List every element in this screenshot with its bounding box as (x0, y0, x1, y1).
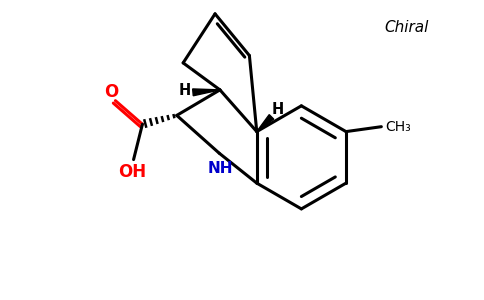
Polygon shape (193, 89, 220, 96)
Text: O: O (105, 83, 119, 101)
Polygon shape (257, 115, 274, 132)
Text: NH: NH (208, 161, 233, 176)
Text: OH: OH (119, 163, 147, 181)
Text: H: H (271, 102, 284, 117)
Text: CH₃: CH₃ (385, 120, 411, 134)
Text: H: H (179, 83, 191, 98)
Text: Chiral: Chiral (385, 20, 429, 35)
